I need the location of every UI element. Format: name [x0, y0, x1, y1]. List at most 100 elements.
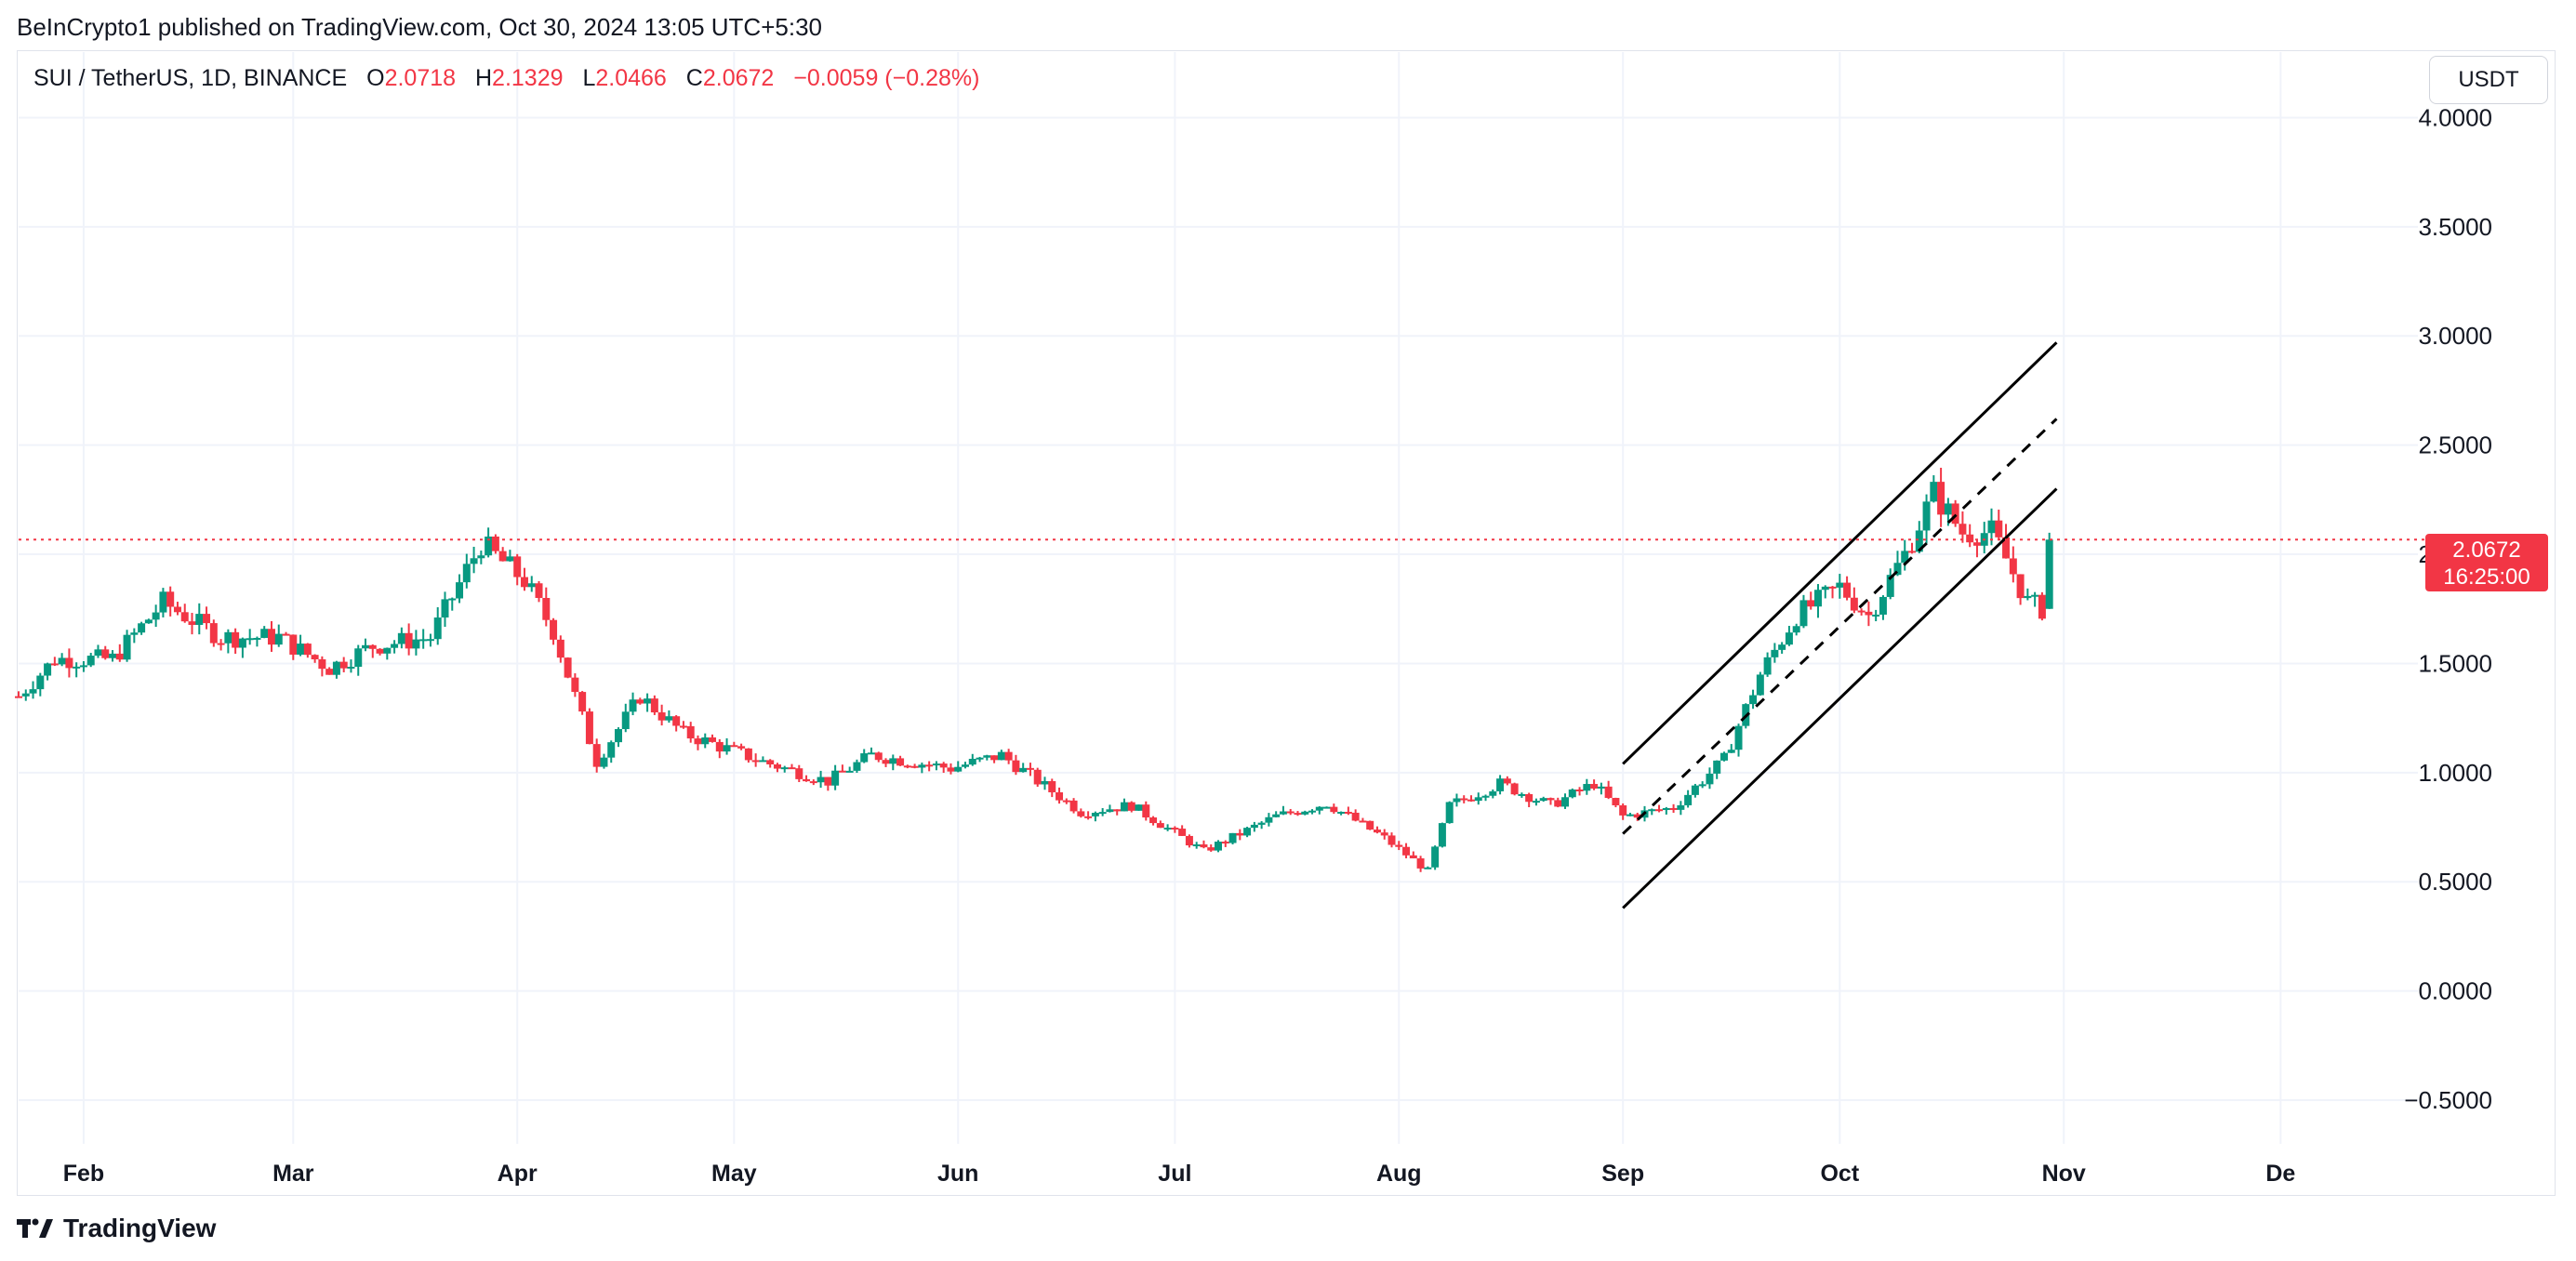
candle-body	[1178, 829, 1187, 836]
candle-body	[1431, 846, 1440, 868]
candle-body	[679, 725, 687, 728]
candle-body	[65, 657, 73, 669]
candle-body	[1655, 809, 1664, 812]
candle-body	[138, 623, 146, 633]
candle-body	[354, 648, 363, 667]
candle-body	[1453, 798, 1461, 803]
candle-body	[224, 631, 232, 644]
candle-body	[1149, 817, 1158, 824]
candle-body	[874, 752, 883, 761]
candle-body	[412, 639, 420, 649]
candle-body	[903, 765, 911, 768]
x-tick-label: Nov	[2042, 1161, 2086, 1187]
candle-body	[1698, 784, 1706, 787]
candle-body	[1554, 800, 1562, 807]
candle-body	[1850, 597, 1858, 611]
candle-body	[1857, 610, 1866, 613]
candle-body	[983, 755, 991, 758]
candle-body	[1510, 783, 1519, 795]
candle-body	[766, 760, 775, 764]
candle-body	[788, 767, 796, 770]
candle-body	[1677, 804, 1685, 810]
candle-body	[578, 692, 587, 712]
candle-body	[166, 591, 175, 607]
candle-body	[1171, 828, 1179, 830]
candle-body	[1922, 501, 1931, 531]
legend-open: 2.0718	[384, 65, 457, 91]
candle-body	[889, 758, 897, 764]
candle-body	[550, 619, 558, 640]
legend-high: 2.1329	[492, 65, 564, 91]
candle-body	[109, 653, 117, 658]
candle-body	[1583, 784, 1591, 791]
candle-body	[1568, 789, 1576, 798]
candle-body	[773, 763, 781, 769]
candles	[15, 467, 2053, 872]
y-tick-label: 3.5000	[2418, 213, 2492, 241]
trend-line-dashed[interactable]	[1622, 418, 2058, 835]
x-tick-label: Mar	[272, 1161, 314, 1187]
candle-body	[535, 583, 543, 599]
candle-body	[1033, 769, 1042, 785]
x-tick-label: De	[2265, 1161, 2295, 1187]
candle-body	[1821, 586, 1829, 591]
currency-button[interactable]: USDT	[2429, 56, 2548, 104]
candle-body	[1366, 820, 1374, 830]
candle-body	[2016, 574, 2025, 599]
candle-body	[925, 764, 934, 767]
candle-body	[723, 745, 731, 752]
tradingview-logo[interactable]: TradingView	[17, 1214, 216, 1243]
channel-lines[interactable]	[1622, 341, 2058, 909]
candle-body	[1265, 816, 1273, 823]
candle-body	[130, 632, 139, 635]
trend-line-solid[interactable]	[1622, 341, 2058, 765]
candle-body	[203, 614, 211, 624]
candle-body	[1995, 520, 2003, 538]
candle-body	[701, 737, 710, 745]
candle-body	[232, 631, 240, 648]
trend-line-solid[interactable]	[1622, 487, 2058, 909]
candle-body	[1077, 811, 1085, 816]
candle-body	[976, 757, 984, 760]
candle-body	[615, 729, 622, 743]
candle-body	[1626, 814, 1634, 816]
candle-body	[1301, 811, 1309, 815]
candle-body	[1547, 798, 1555, 801]
candle-body	[1662, 807, 1670, 811]
grid	[19, 52, 2418, 1144]
candle-body	[954, 766, 963, 772]
candle-body	[1915, 530, 1923, 552]
candle-body	[1525, 793, 1534, 803]
candle-body	[657, 712, 666, 721]
candle-body	[1373, 830, 1381, 833]
candle-body	[267, 629, 275, 645]
candle-body	[527, 583, 536, 588]
candle-body	[2002, 537, 2011, 559]
candle-body	[470, 558, 478, 564]
candle-body	[1951, 503, 1959, 524]
candle-body	[1972, 542, 1981, 546]
candle-body	[1337, 811, 1346, 814]
candle-body	[1221, 842, 1229, 844]
candle-body	[1489, 790, 1497, 796]
candle-body	[939, 763, 948, 768]
candle-body	[1228, 832, 1237, 843]
candle-body	[650, 698, 658, 713]
y-tick-label: −0.5000	[2404, 1086, 2492, 1114]
candle-body	[433, 617, 442, 640]
chart-frame[interactable]	[17, 50, 2556, 1196]
candle-body	[94, 649, 102, 657]
candle-body	[1619, 804, 1627, 816]
candle-body	[1612, 798, 1620, 805]
candle-body	[1056, 792, 1064, 801]
bar-countdown: 16:25:00	[2443, 564, 2530, 590]
candle-body	[1322, 806, 1331, 809]
candle-body	[362, 644, 370, 649]
last-price-value: 2.0672	[2452, 538, 2521, 563]
candle-body	[15, 696, 22, 698]
candle-body	[1930, 482, 1938, 502]
candle-body	[556, 639, 564, 658]
candle-body	[485, 536, 493, 556]
candle-body	[36, 675, 45, 690]
